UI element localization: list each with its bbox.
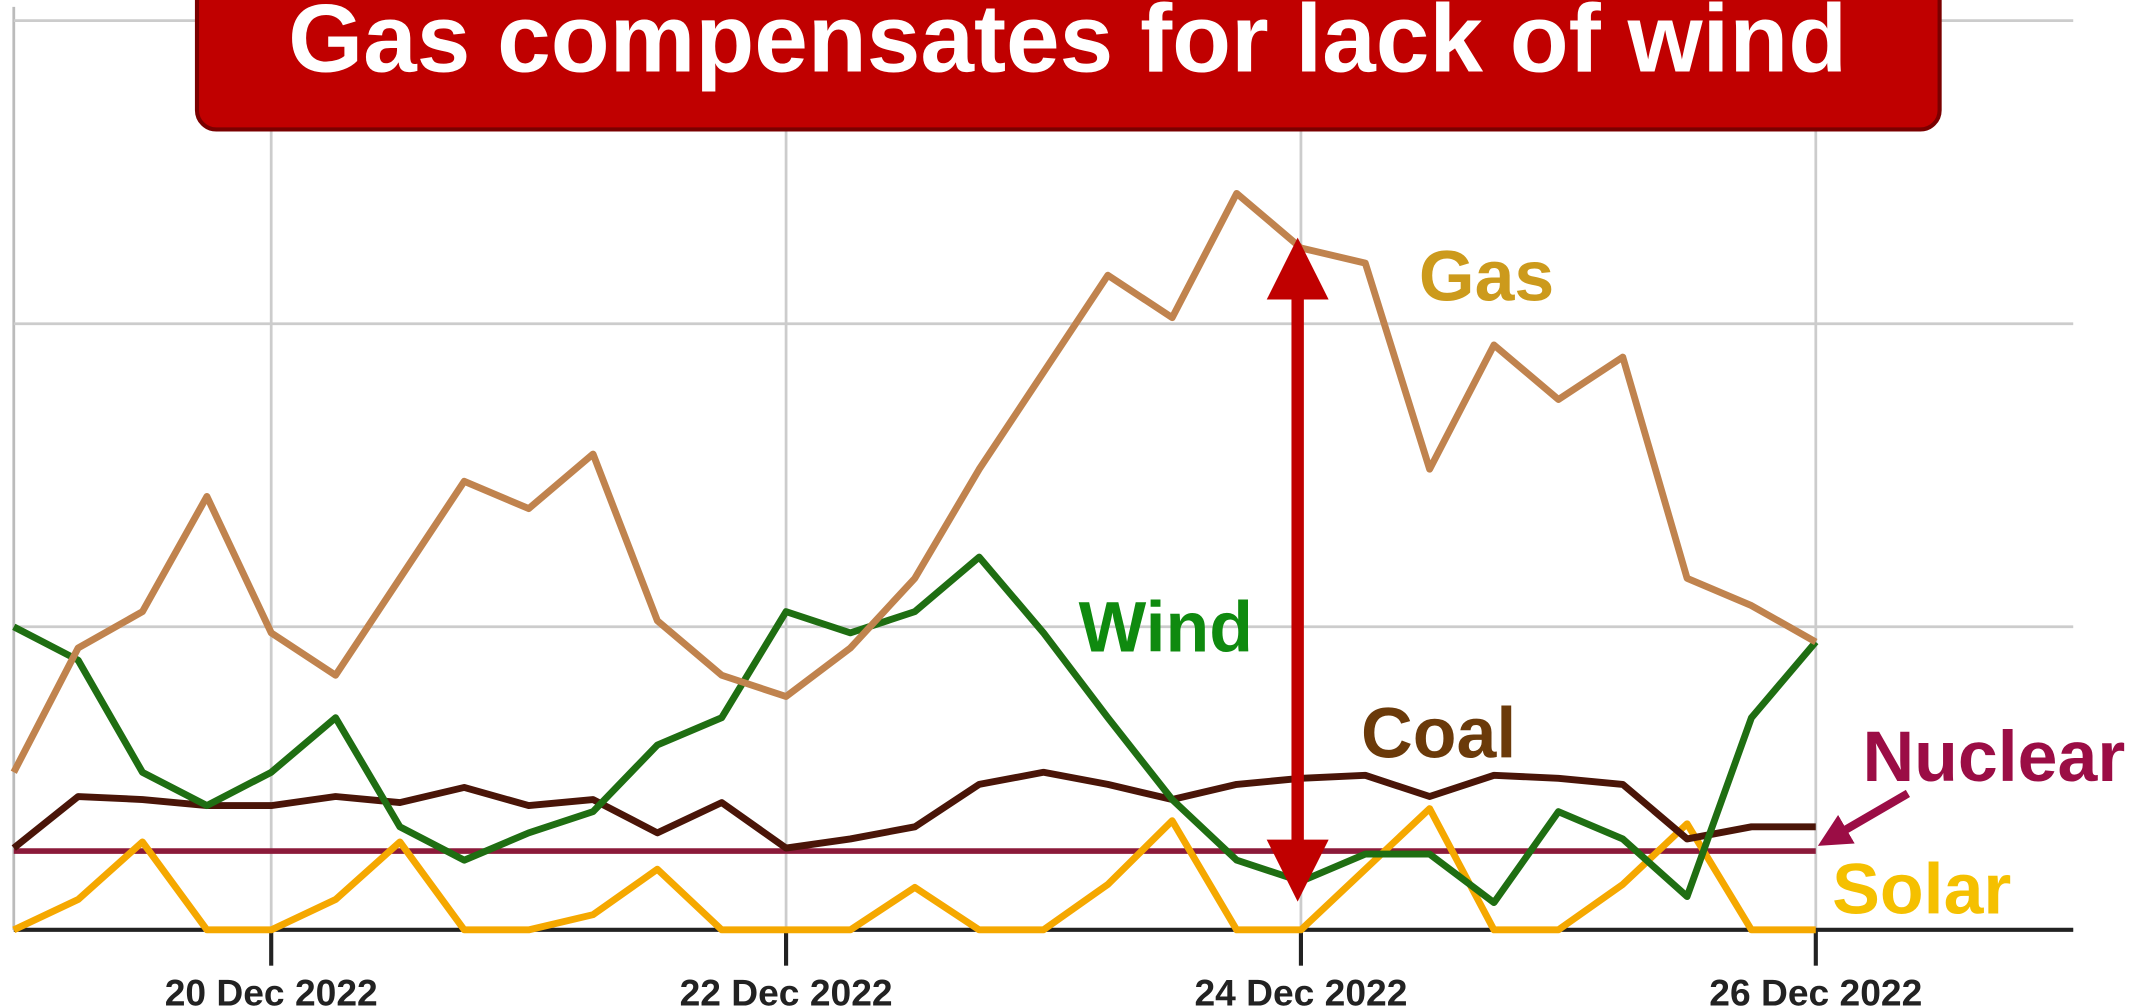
series-label: Coal [1361, 694, 1516, 774]
series-line [11, 768, 1816, 852]
lines [10, 189, 1819, 934]
series-label: Solar [1832, 849, 2011, 929]
x-tick-label: 20 Dec 2022 [165, 972, 378, 1007]
x-tick-label: 24 Dec 2022 [1194, 972, 1407, 1007]
nuclear-arrow [1817, 789, 1911, 846]
series-line [12, 805, 1816, 934]
series-label: Gas [1419, 236, 1554, 316]
x-tick-label: 22 Dec 2022 [680, 972, 893, 1007]
series-line [12, 553, 1819, 907]
x-tick-label: 26 Dec 2022 [1709, 972, 1922, 1007]
series-line [10, 189, 1818, 774]
title-box [194, 0, 1942, 132]
series-label: Nuclear [1862, 717, 2125, 797]
grid: 20 Dec 2022 22 Dec 2022 24 Dec 2022 26 Dec … [12, 6, 2074, 1007]
chart-title: Gas compensates for lack of wind [288, 0, 1847, 93]
series-label: Wind [1079, 588, 1253, 668]
